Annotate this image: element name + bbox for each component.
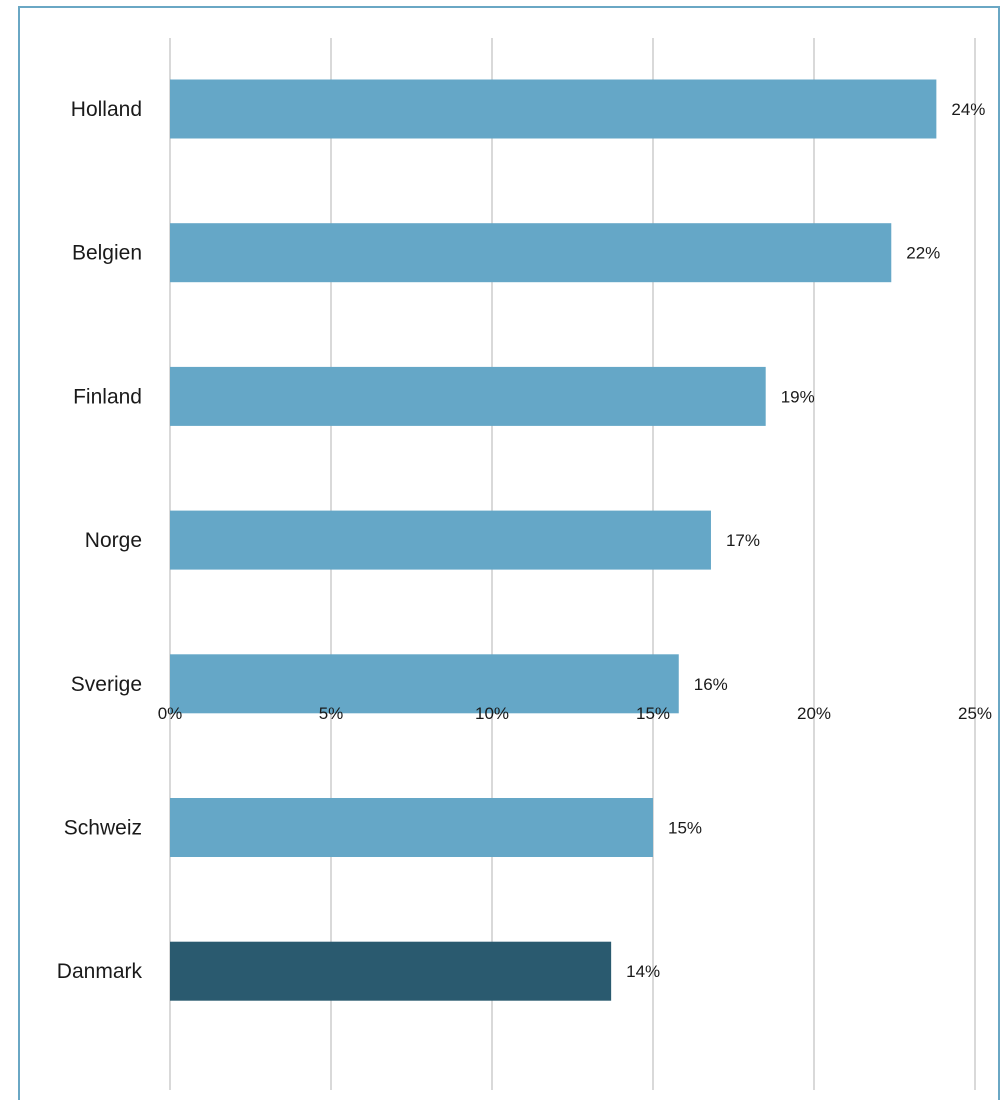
category-label-finland: Finland [73, 385, 142, 408]
x-tick-label: 20% [797, 704, 831, 723]
value-label-finland: 19% [781, 387, 815, 406]
bar-finland [170, 366, 766, 426]
bar-sverige [170, 654, 679, 714]
category-label-belgien: Belgien [72, 242, 142, 265]
category-label-danmark: Danmark [57, 960, 143, 983]
category-label-norge: Norge [85, 529, 142, 552]
bar-schweiz [170, 798, 653, 857]
x-tick-label: 0% [158, 704, 183, 723]
x-tick-label: 15% [636, 704, 670, 723]
value-label-schweiz: 15% [668, 819, 702, 838]
category-label-schweiz: Schweiz [64, 817, 142, 840]
bar-belgien [170, 223, 892, 283]
x-tick-label: 25% [958, 704, 992, 723]
category-label-holland: Holland [71, 98, 142, 121]
x-tick-label: 5% [319, 704, 344, 723]
bar-holland [170, 79, 937, 139]
bar-danmark [170, 941, 612, 1001]
category-label-sverige: Sverige [71, 673, 142, 696]
value-label-norge: 17% [726, 531, 760, 550]
value-label-belgien: 22% [906, 244, 940, 263]
bar-norge [170, 510, 711, 570]
chart-border [18, 6, 1000, 1100]
value-label-sverige: 16% [694, 675, 728, 694]
x-tick-label: 10% [475, 704, 509, 723]
value-label-holland: 24% [951, 100, 985, 119]
value-label-danmark: 14% [626, 962, 660, 981]
